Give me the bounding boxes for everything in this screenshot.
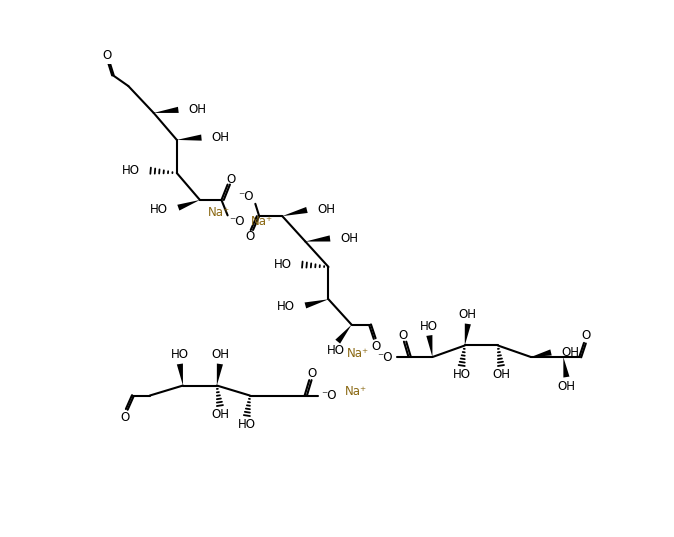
Text: OH: OH (211, 348, 229, 361)
Text: O: O (102, 49, 111, 62)
Text: OH: OH (562, 346, 580, 359)
Text: OH: OH (212, 131, 229, 144)
Polygon shape (563, 357, 570, 378)
Text: O: O (371, 340, 381, 353)
Text: O: O (307, 367, 316, 381)
Text: ⁻O: ⁻O (321, 389, 337, 402)
Text: ⁻O: ⁻O (377, 351, 393, 364)
Polygon shape (217, 364, 223, 386)
Polygon shape (427, 335, 433, 357)
Text: OH: OH (492, 368, 510, 381)
Text: O: O (398, 329, 408, 342)
Text: OH: OH (188, 103, 206, 117)
Text: OH: OH (459, 308, 477, 321)
Text: OH: OH (317, 202, 335, 216)
Text: O: O (121, 411, 130, 424)
Text: HO: HO (238, 418, 256, 431)
Text: HO: HO (122, 164, 140, 177)
Text: HO: HO (327, 344, 345, 357)
Text: OH: OH (557, 380, 576, 393)
Polygon shape (531, 350, 552, 357)
Text: OH: OH (340, 232, 358, 245)
Text: HO: HO (274, 258, 292, 271)
Text: ⁻O: ⁻O (229, 215, 245, 228)
Text: HO: HO (453, 368, 470, 381)
Text: O: O (227, 173, 236, 186)
Text: OH: OH (211, 408, 229, 422)
Polygon shape (282, 207, 307, 216)
Text: ⁻O: ⁻O (239, 191, 254, 204)
Text: HO: HO (171, 348, 189, 361)
Text: Na⁺: Na⁺ (344, 385, 367, 398)
Polygon shape (177, 200, 200, 211)
Text: Na⁺: Na⁺ (208, 206, 230, 219)
Text: Na⁺: Na⁺ (346, 347, 369, 360)
Polygon shape (177, 135, 202, 141)
Polygon shape (305, 235, 330, 242)
Text: O: O (245, 230, 255, 243)
Polygon shape (154, 107, 179, 113)
Text: HO: HO (150, 202, 168, 216)
Text: Na⁺: Na⁺ (251, 215, 273, 228)
Polygon shape (177, 364, 183, 386)
Text: HO: HO (421, 320, 438, 333)
Polygon shape (465, 323, 471, 345)
Text: HO: HO (276, 301, 295, 314)
Polygon shape (336, 325, 352, 344)
Text: O: O (582, 329, 591, 342)
Polygon shape (305, 299, 328, 308)
